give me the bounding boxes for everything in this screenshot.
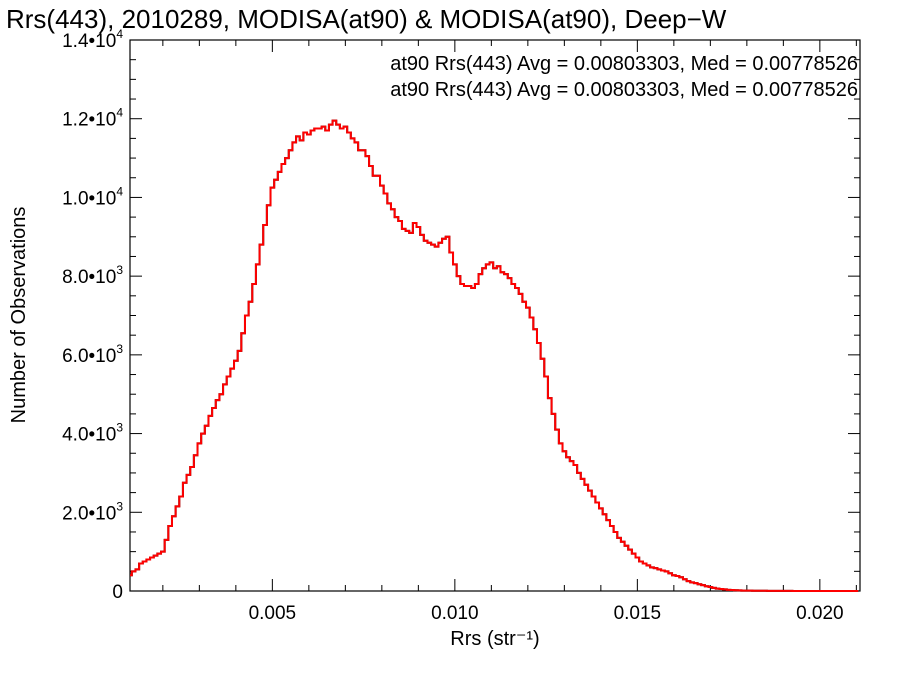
series-group — [130, 119, 859, 592]
y-tick-label: 0 — [112, 582, 123, 603]
y-axis-label: Number of Observations — [8, 207, 30, 424]
y-tick-label: 8.0•103 — [62, 263, 123, 288]
y-tick-label: 4.0•103 — [62, 421, 123, 446]
x-tick-label: 0.005 — [249, 603, 297, 624]
chart-title: Rrs(443), 2010289, MODISA(at90) & MODISA… — [6, 4, 727, 34]
y-tick-label: 6.0•103 — [62, 342, 123, 367]
y-tick-label: 1.2•104 — [62, 106, 123, 131]
y-axis-ticks: 0 2.0•103 4.0•103 6.0•103 8.0•103 1.0•104 1.2•… — [62, 27, 860, 603]
x-tick-label: 0.015 — [614, 603, 662, 624]
series-line-red — [130, 119, 859, 592]
annotation-black-stats: at90 Rrs(443) Avg = 0.00803303, Med = 0.… — [390, 53, 858, 75]
y-tick-label: 1.0•104 — [62, 184, 123, 209]
plot-frame — [129, 39, 861, 592]
x-axis-label: Rrs (str⁻¹) — [450, 628, 539, 650]
y-tick-label: 2.0•103 — [62, 499, 123, 524]
x-tick-label: 0.010 — [431, 603, 479, 624]
annotation-red-stats: at90 Rrs(443) Avg = 0.00803303, Med = 0.… — [390, 79, 858, 101]
x-tick-label: 0.020 — [796, 603, 844, 624]
y-tick-label: 1.4•104 — [62, 27, 123, 52]
x-axis-ticks: 0.005 0.010 0.015 0.020 — [162, 40, 857, 624]
series-line-black — [130, 119, 859, 592]
plot-area: 0.005 0.010 0.015 0.020 0 2.0•103 4.0•103 6.0•… — [62, 27, 861, 624]
